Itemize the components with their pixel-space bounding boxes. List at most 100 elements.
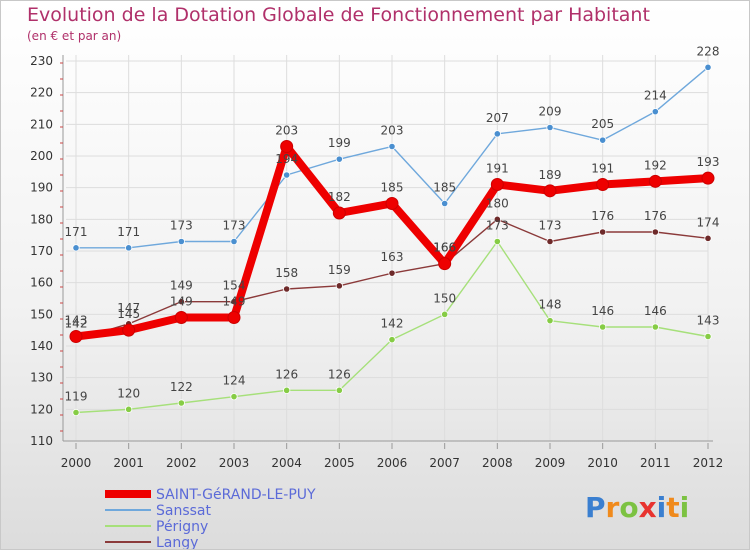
data-label-langy: 166	[433, 241, 456, 255]
data-label-sanssat: 205	[591, 117, 614, 131]
data-point-saint-g-rand-le-puy	[174, 311, 188, 324]
chart-title: Evolution de la Dotation Globale de Fonc…	[27, 4, 650, 26]
y-tick-label: 140	[30, 339, 53, 353]
data-label-langy: 142	[65, 317, 88, 331]
data-label-p-rigny: 126	[275, 367, 298, 381]
data-label-saint-g-rand-le-puy: 185	[381, 181, 404, 195]
data-label-sanssat: 203	[381, 124, 404, 138]
data-point-p-rigny	[177, 399, 185, 407]
data-point-saint-g-rand-le-puy	[332, 206, 346, 220]
data-label-saint-g-rand-le-puy: 143	[65, 314, 88, 328]
data-label-p-rigny: 142	[381, 317, 404, 331]
y-tick-label: 110	[30, 434, 53, 448]
data-point-saint-g-rand-le-puy	[280, 140, 294, 153]
x-tick-label: 2000	[61, 456, 92, 470]
data-point-p-rigny	[283, 386, 291, 394]
chart-subtitle: (en € et par an)	[27, 29, 122, 43]
data-label-p-rigny: 143	[697, 314, 720, 328]
data-point-p-rigny	[441, 310, 449, 318]
data-point-p-rigny	[651, 323, 659, 331]
y-tick-label: 120	[30, 402, 53, 416]
data-label-langy: 176	[644, 209, 667, 223]
data-label-p-rigny: 173	[486, 219, 509, 233]
data-label-langy: 176	[591, 209, 614, 223]
data-label-saint-g-rand-le-puy: 191	[486, 162, 509, 176]
data-point-saint-g-rand-le-puy	[596, 178, 610, 191]
x-tick-label: 2009	[535, 456, 566, 470]
data-label-saint-g-rand-le-puy: 145	[117, 307, 140, 321]
data-point-langy	[651, 228, 659, 236]
data-point-p-rigny	[546, 317, 554, 325]
data-label-sanssat: 194	[275, 152, 298, 166]
data-point-p-rigny	[493, 237, 501, 246]
data-label-sanssat: 207	[486, 111, 509, 125]
data-point-sanssat	[72, 244, 80, 252]
data-label-sanssat: 199	[328, 136, 351, 150]
data-label-saint-g-rand-le-puy: 149	[223, 295, 246, 309]
data-label-sanssat: 228	[697, 44, 720, 58]
y-tick-label: 180	[30, 212, 53, 226]
data-point-sanssat	[335, 155, 343, 163]
y-tick-label: 220	[30, 86, 53, 100]
data-label-p-rigny: 119	[65, 390, 88, 404]
data-label-p-rigny: 124	[223, 374, 246, 388]
data-label-saint-g-rand-le-puy: 193	[697, 155, 720, 169]
data-point-langy	[704, 234, 712, 242]
data-label-p-rigny: 150	[433, 291, 456, 305]
legend-label: Périgny	[156, 519, 208, 535]
data-point-saint-g-rand-le-puy	[543, 184, 557, 198]
data-label-sanssat: 171	[117, 225, 140, 239]
data-point-saint-g-rand-le-puy	[490, 178, 504, 191]
y-tick-label: 130	[30, 371, 53, 385]
legend-label: Langy	[156, 535, 198, 550]
y-tick-label: 170	[30, 244, 53, 258]
data-point-saint-g-rand-le-puy	[227, 311, 241, 324]
x-tick-label: 2008	[482, 456, 513, 470]
data-label-langy: 147	[117, 301, 140, 315]
data-label-sanssat: 173	[223, 219, 246, 233]
logo-letter: t	[666, 491, 679, 524]
data-point-saint-g-rand-le-puy	[701, 171, 715, 185]
logo-letter: i	[680, 491, 690, 524]
data-point-p-rigny	[704, 332, 712, 341]
x-tick-label: 2011	[640, 456, 671, 470]
logo-letter: r	[606, 491, 620, 524]
data-label-langy: 163	[381, 250, 404, 264]
x-tick-label: 2004	[271, 456, 302, 470]
data-point-sanssat	[230, 237, 238, 246]
data-label-saint-g-rand-le-puy: 203	[275, 124, 298, 138]
data-label-saint-g-rand-le-puy: 189	[539, 168, 562, 182]
data-point-langy	[283, 285, 291, 293]
data-label-p-rigny: 122	[170, 380, 193, 394]
data-label-saint-g-rand-le-puy: 166	[433, 241, 456, 255]
legend-label: Sanssat	[156, 503, 212, 519]
data-point-sanssat	[177, 237, 185, 246]
proxiti-logo: Proxiti	[585, 491, 689, 524]
data-point-sanssat	[283, 171, 291, 179]
data-point-langy	[599, 228, 607, 236]
data-label-saint-g-rand-le-puy: 182	[328, 190, 351, 204]
data-label-p-rigny: 146	[644, 304, 667, 318]
data-point-langy	[546, 237, 554, 246]
y-tick-label: 200	[30, 149, 53, 163]
y-tick-label: 210	[30, 117, 53, 131]
x-tick-label: 2005	[324, 456, 355, 470]
data-label-sanssat: 173	[170, 219, 193, 233]
data-point-sanssat	[441, 199, 449, 208]
data-point-langy	[388, 269, 396, 277]
data-point-langy	[493, 215, 501, 223]
x-tick-label: 2001	[113, 456, 144, 470]
data-point-langy	[177, 298, 185, 306]
data-point-sanssat	[704, 63, 712, 71]
data-point-p-rigny	[335, 386, 343, 394]
data-point-sanssat	[651, 108, 659, 116]
data-point-p-rigny	[125, 405, 133, 413]
logo-letter: x	[639, 491, 657, 524]
data-label-sanssat: 171	[65, 225, 88, 239]
y-tick-label: 160	[30, 276, 53, 290]
data-label-p-rigny: 120	[117, 386, 140, 400]
legend-label: SAINT-GéRAND-LE-PUY	[156, 487, 316, 503]
data-label-langy: 180	[486, 196, 509, 210]
